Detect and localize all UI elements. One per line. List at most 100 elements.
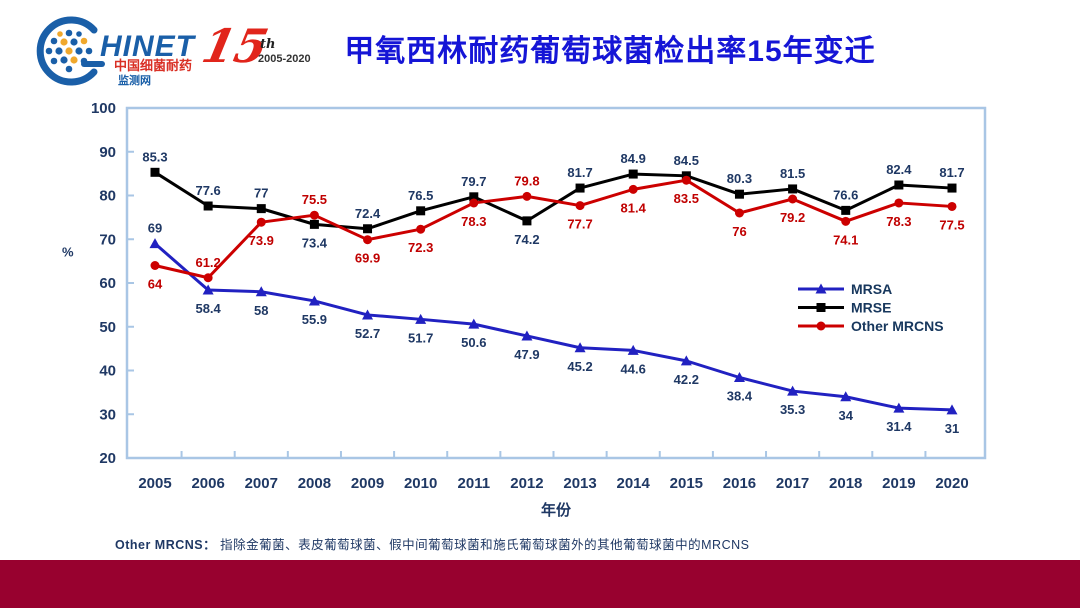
logo-cn-line1: 中国细菌耐药 [114,58,192,73]
x-tick-label: 2017 [776,475,809,492]
legend-item-mrsa: MRSA [798,281,892,297]
data-label: 78.3 [461,214,486,229]
series-mrse: 85.3 77.6 77 73.4 72.4 76.5 79.7 74.2 81.7 84.9 84… [142,149,964,250]
logo-brand-text: HINET [100,30,197,63]
data-label: 78.3 [886,214,911,229]
data-label: 45.2 [567,359,592,374]
data-point [521,330,533,341]
y-tick-label: 80 [99,188,116,205]
data-point [149,238,161,249]
series-line [154,171,953,231]
x-tick-label: 2010 [404,475,437,492]
data-point [788,184,798,194]
data-point [309,219,319,229]
data-label: 61.2 [195,255,220,270]
data-point [788,194,798,204]
data-label: 35.3 [780,402,805,417]
data-label: 77.5 [939,217,964,232]
data-label: 79.2 [780,210,805,225]
data-label: 73.4 [302,235,328,250]
data-point [893,402,905,413]
bottom-accent-bar [0,560,1080,608]
data-label: 64 [148,277,163,292]
x-tick-label: 2006 [191,475,224,492]
data-label: 77 [254,186,268,201]
series-line [154,178,953,280]
legend-label: Other MRCNS [851,318,944,334]
y-tick-label: 100 [91,100,116,117]
data-point [203,201,213,211]
data-label: 51.7 [408,330,433,345]
data-label: 50.6 [461,335,486,350]
x-tick-label: 2014 [617,475,651,492]
data-label: 34 [838,408,853,423]
data-label: 69.9 [355,251,380,266]
data-point [574,342,586,353]
data-point [841,216,851,226]
x-tick-label: 2008 [298,475,331,492]
legend-marker-icon [816,321,826,331]
x-tick-label: 2007 [245,475,278,492]
data-label: 58 [254,303,268,318]
data-point [840,391,852,402]
legend-label: MRSE [851,300,891,316]
data-label: 69 [148,221,162,236]
y-tick-label: 60 [99,275,116,292]
data-label: 84.9 [621,151,646,166]
data-point [416,224,426,234]
x-tick-label: 2009 [351,475,384,492]
data-label: 82.4 [886,162,912,177]
x-tick-label: 2013 [563,475,596,492]
data-point [256,204,266,214]
data-label: 79.7 [461,174,486,189]
data-label: 47.9 [514,347,539,362]
data-point [469,192,479,202]
chart-area: 20 30 40 50 60 70 80 90 100% 2005 2006 2007 2008 2009… [0,90,1080,560]
data-point [308,295,320,306]
data-label: 81.7 [567,165,592,180]
series-line [154,242,953,412]
data-label: 31.4 [886,419,912,434]
legend-item-mrse: MRSE [798,300,891,316]
anniversary-suffix: th [260,37,275,52]
data-point [416,206,426,216]
data-label: 42.2 [674,372,699,387]
data-label: 77.6 [195,183,220,198]
data-point [255,286,267,297]
footnote-text: 指除金葡菌、表皮葡萄球菌、假中间葡萄球菌和施氏葡萄球菌外的其他葡萄球菌中的MRC… [220,538,750,552]
footnote: Other MRCNS： 指除金葡菌、表皮葡萄球菌、假中间葡萄球菌和施氏葡萄球菌… [115,534,749,553]
data-label: 79.8 [514,173,539,188]
data-point [362,309,374,320]
page-title: 甲氧西林耐药葡萄球菌检出率15年变迁 [344,35,876,68]
data-point [522,191,532,201]
y-tick-label: 20 [99,450,116,467]
chinet-logo: HINET 中国细菌耐药 监测网 [36,16,197,87]
data-label: 55.9 [302,312,327,327]
data-point [468,318,480,329]
line-chart: 20 30 40 50 60 70 80 90 100% 2005 2006 2007 2008 2009… [62,100,987,519]
legend-marker-icon [816,303,826,312]
footnote-prefix: Other MRCNS： [115,538,217,552]
data-label: 73.9 [249,233,274,248]
x-tick-label: 2012 [510,475,543,492]
logo-globe-icon [36,16,105,86]
data-label: 31 [945,421,959,436]
data-point [522,216,532,226]
data-label: 74.1 [833,232,858,247]
data-label: 58.4 [195,301,221,316]
data-label: 76.5 [408,188,433,203]
data-point [947,201,957,211]
data-point [841,205,851,215]
data-label: 85.3 [142,149,167,164]
data-point [894,180,904,190]
series-mrsa: 69 58.4 58 55.9 52.7 51.7 50.6 47.9 45.2 44.6 42.2… [148,221,959,436]
legend-label: MRSA [851,281,892,297]
y-tick-label: 40 [99,363,116,380]
data-point [734,189,744,199]
legend-marker-icon [815,283,827,294]
data-label: 81.4 [621,200,647,215]
data-point [787,385,799,396]
data-label: 72.3 [408,240,433,255]
data-label: 76.6 [833,187,858,202]
